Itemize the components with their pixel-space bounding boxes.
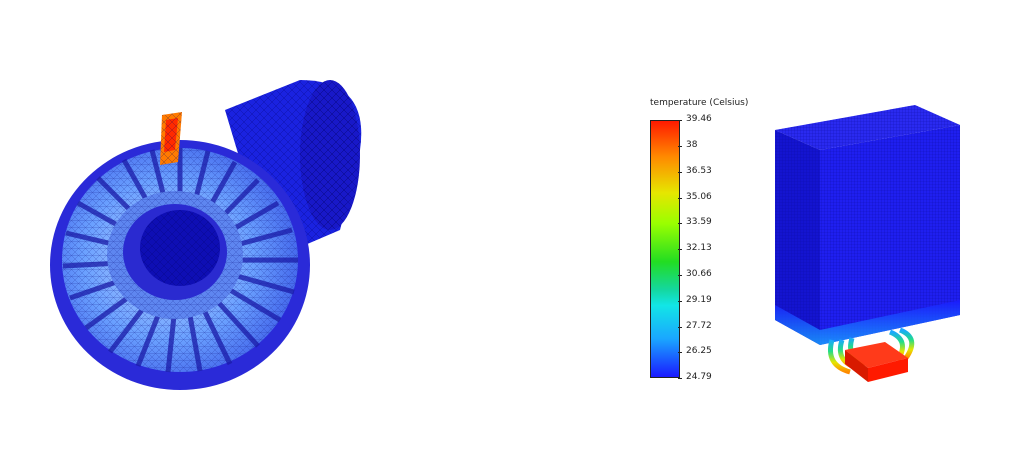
legend-title: temperature (Celsius) (650, 98, 749, 108)
bevel-gear-model (40, 70, 380, 390)
temperature-legend: temperature (Celsius) 39.46 38 36.53 35.… (650, 98, 760, 388)
legend-tick-label: 26.25 (686, 346, 712, 356)
legend-tick-label: 24.79 (686, 372, 712, 382)
fin-stack (775, 105, 960, 345)
legend-tick-label: 27.72 (686, 321, 712, 331)
legend-tick-label: 33.59 (686, 217, 712, 227)
legend-tick-label: 32.13 (686, 243, 712, 253)
legend-tick-label: 39.46 (686, 114, 712, 124)
heat-sink-model (770, 100, 970, 390)
heat-source-plate (845, 342, 908, 382)
legend-tick-label: 30.66 (686, 269, 712, 279)
color-scale-bar (650, 120, 680, 378)
legend-tick-label: 35.06 (686, 192, 712, 202)
legend-tick-label: 38 (686, 140, 698, 150)
gear-hotspot (160, 112, 182, 165)
bevel-gear-render (50, 80, 362, 390)
legend-tick-label: 29.19 (686, 295, 712, 305)
gear-hub (107, 191, 243, 319)
legend-tick-label: 36.53 (686, 166, 712, 176)
heat-sink-render (775, 105, 960, 382)
